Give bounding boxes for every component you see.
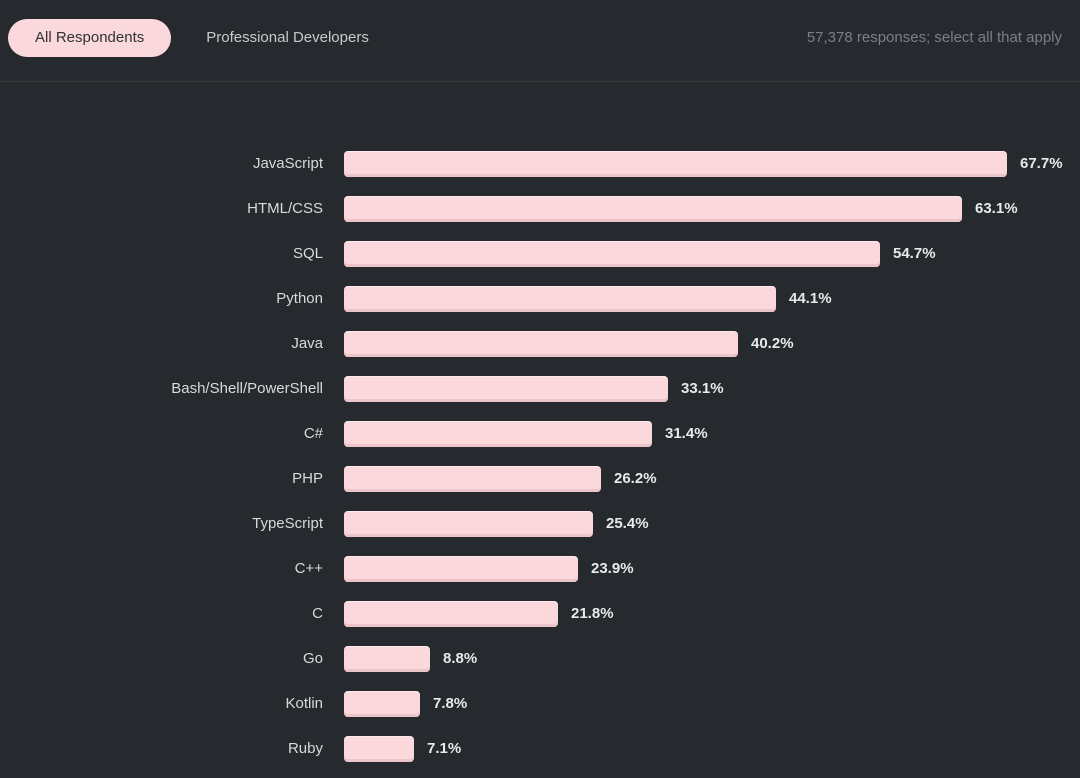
- bar-category-label: C#: [303, 425, 323, 442]
- chart-row: Ruby 7.1%: [0, 726, 1080, 771]
- bar-track: 7.1%: [344, 735, 1080, 762]
- bar-track: 26.2%: [344, 465, 1080, 492]
- bar-track: 44.1%: [344, 285, 1080, 312]
- bar-category-label: Python: [276, 290, 323, 307]
- chart-row: SQL 54.7%: [0, 231, 1080, 276]
- bar[interactable]: [344, 420, 652, 447]
- bar-track: 21.8%: [344, 600, 1080, 627]
- bar-category-label: Ruby: [287, 740, 323, 757]
- bar-category-label: C: [312, 605, 323, 622]
- bar-value-label: 67.7%: [1020, 155, 1063, 172]
- tab-all-respondents[interactable]: All Respondents: [8, 18, 172, 57]
- chart-row: HTML/CSS 63.1%: [0, 186, 1080, 231]
- chart-row: Go 8.8%: [0, 636, 1080, 681]
- bar-value-label: 21.8%: [571, 605, 614, 622]
- bar[interactable]: [344, 195, 962, 222]
- bar-value-label: 8.8%: [443, 650, 478, 667]
- bar[interactable]: [344, 555, 578, 582]
- bar-track: 31.4%: [344, 420, 1080, 447]
- bar-category-label: TypeScript: [252, 515, 323, 532]
- bar-value-label: 33.1%: [681, 380, 724, 397]
- tab-professional-developers[interactable]: Professional Developers: [202, 19, 373, 57]
- chart-row: C++ 23.9%: [0, 546, 1080, 591]
- chart-row: Python 44.1%: [0, 276, 1080, 321]
- bar-value-label: 7.8%: [433, 695, 468, 712]
- bar-category-label: PHP: [292, 470, 323, 487]
- chart-row: C# 31.4%: [0, 411, 1080, 456]
- bar[interactable]: [344, 510, 593, 537]
- bar-value-label: 31.4%: [665, 425, 708, 442]
- bar-track: 8.8%: [344, 645, 1080, 672]
- bar-value-label: 40.2%: [751, 335, 794, 352]
- bar-category-label: Kotlin: [285, 695, 323, 712]
- bar-value-label: 7.1%: [427, 740, 462, 757]
- bar[interactable]: [344, 150, 1007, 177]
- bar-value-label: 26.2%: [614, 470, 657, 487]
- responses-note: 57,378 responses; select all that apply: [806, 29, 1062, 46]
- bar[interactable]: [344, 645, 430, 672]
- chart-row: Kotlin 7.8%: [0, 681, 1080, 726]
- chart-row: C 21.8%: [0, 591, 1080, 636]
- bar-track: 67.7%: [344, 150, 1080, 177]
- bar-category-label: Go: [302, 650, 323, 667]
- chart-row: TypeScript 25.4%: [0, 501, 1080, 546]
- chart-row: Bash/Shell/PowerShell 33.1%: [0, 366, 1080, 411]
- bar-category-label: JavaScript: [252, 155, 323, 172]
- bar-category-label: SQL: [292, 245, 323, 262]
- bar-track: 40.2%: [344, 330, 1080, 357]
- bar[interactable]: [344, 330, 738, 357]
- bar[interactable]: [344, 735, 414, 762]
- bar[interactable]: [344, 690, 420, 717]
- bar-category-label: Java: [291, 335, 323, 352]
- bar[interactable]: [344, 465, 601, 492]
- chart-row: PHP 26.2%: [0, 456, 1080, 501]
- bar-value-label: 44.1%: [789, 290, 832, 307]
- header: All Respondents Professional Developers …: [0, 0, 1080, 82]
- bar-value-label: 25.4%: [606, 515, 649, 532]
- bar-track: 25.4%: [344, 510, 1080, 537]
- bar[interactable]: [344, 240, 880, 267]
- bar-track: 7.8%: [344, 690, 1080, 717]
- bar-track: 63.1%: [344, 195, 1080, 222]
- bar-track: 23.9%: [344, 555, 1080, 582]
- bar[interactable]: [344, 285, 776, 312]
- respondent-tabs: All Respondents Professional Developers: [8, 18, 807, 57]
- bar-category-label: Bash/Shell/PowerShell: [171, 380, 323, 397]
- chart-row: Java 40.2%: [0, 321, 1080, 366]
- bar-track: 33.1%: [344, 375, 1080, 402]
- bar[interactable]: [344, 600, 558, 627]
- bar[interactable]: [344, 375, 668, 402]
- bar-value-label: 63.1%: [975, 200, 1018, 217]
- bar-value-label: 23.9%: [591, 560, 634, 577]
- bar-value-label: 54.7%: [893, 245, 936, 262]
- bar-category-label: HTML/CSS: [247, 200, 323, 217]
- languages-bar-chart: JavaScript 67.7% HTML/CSS 63.1% SQL 54.7…: [0, 141, 1080, 771]
- bar-category-label: C++: [294, 560, 323, 577]
- bar-track: 54.7%: [344, 240, 1080, 267]
- chart-row: JavaScript 67.7%: [0, 141, 1080, 186]
